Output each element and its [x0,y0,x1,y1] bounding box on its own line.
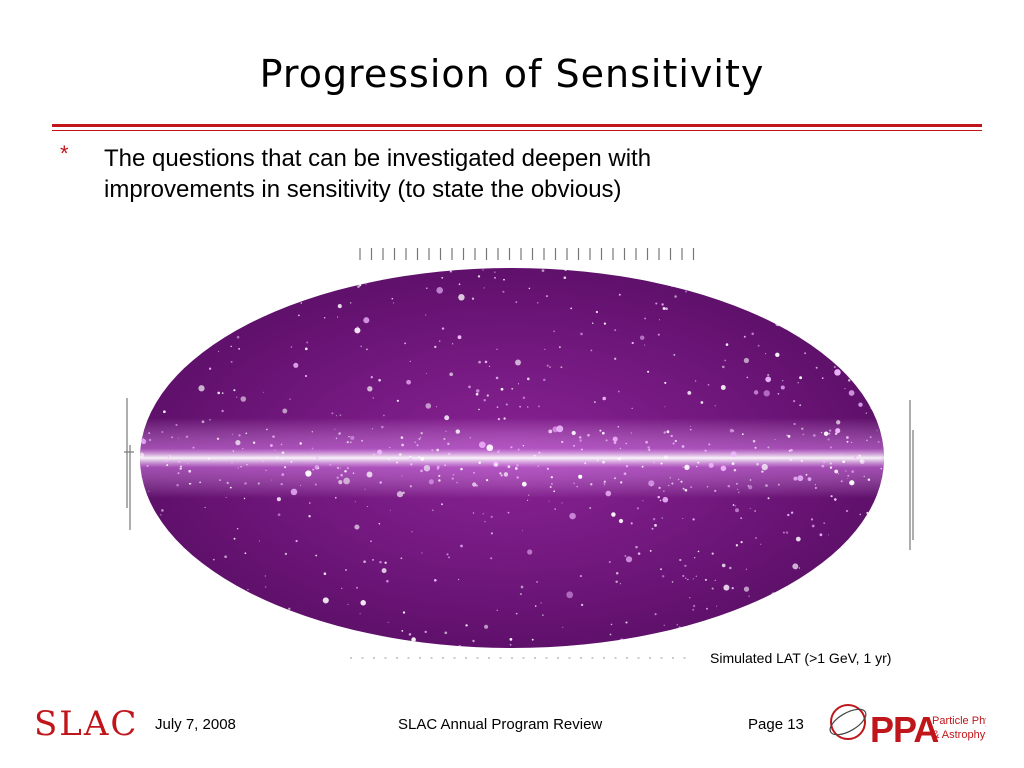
ppa-logo-text: PPA [870,709,939,750]
side-tick-marks [124,398,914,550]
footer-page: Page 13 [748,716,804,733]
footer-date: July 7, 2008 [155,716,236,733]
slide-title: Progression of Sensitivity [259,52,765,96]
ppa-sub2: & Astrophysics [932,729,986,741]
sky-map-image [124,248,914,659]
title-rule-thin [52,130,982,131]
title-rule-thick [52,124,982,127]
ppa-orbit-icon [830,704,866,740]
figure-caption: Simulated LAT (>1 GeV, 1 yr) [710,650,892,666]
galactic-plane [140,418,884,498]
ppa-sub1: Particle Physics [932,715,986,727]
bullet-marker: * [60,141,69,166]
top-tick-marks [359,248,695,260]
ppa-logo: PPA Particle Physics & Astrophysics [826,694,1010,756]
sky-map-figure [120,240,920,670]
bullet-text: The questions that can be investigated d… [104,145,652,203]
slac-logo: SLAC [34,704,139,744]
footer-event: SLAC Annual Program Review [398,716,603,733]
